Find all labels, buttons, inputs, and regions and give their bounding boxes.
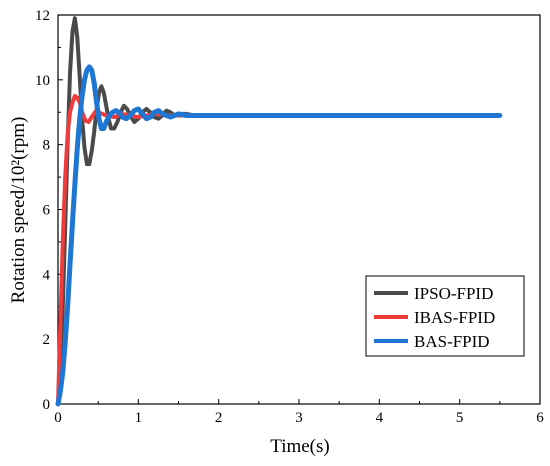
y-tick-label: 10 bbox=[35, 73, 50, 89]
legend-label: BAS-FPID bbox=[414, 332, 490, 351]
x-axis-ticks: 0 1 2 3 4 5 6 bbox=[54, 399, 544, 426]
x-tick-label: 1 bbox=[135, 410, 143, 426]
y-tick-label: 8 bbox=[43, 138, 51, 154]
y-tick-label: 12 bbox=[35, 8, 50, 24]
y-tick-label: 0 bbox=[43, 397, 51, 413]
x-axis-label: Time(s) bbox=[270, 436, 329, 457]
y-axis-ticks: 0 2 4 6 8 10 12 bbox=[35, 8, 63, 413]
legend-label: IPSO-FPID bbox=[414, 284, 493, 303]
legend: IPSO-FPID IBAS-FPID BAS-FPID bbox=[365, 275, 525, 357]
y-tick-label: 2 bbox=[43, 332, 51, 348]
x-tick-label: 4 bbox=[376, 410, 384, 426]
y-axis-label: Rotation speed/10²(rpm) bbox=[8, 117, 29, 304]
x-tick-label: 2 bbox=[215, 410, 223, 426]
legend-label: IBAS-FPID bbox=[414, 308, 495, 327]
y-tick-label: 6 bbox=[43, 203, 51, 219]
series-layer bbox=[55, 16, 503, 407]
x-tick-label: 5 bbox=[456, 410, 464, 426]
series-line-ibas-fpid bbox=[56, 94, 502, 406]
y-tick-label: 4 bbox=[43, 267, 51, 283]
series-line-bas-fpid bbox=[55, 64, 503, 407]
x-tick-label: 3 bbox=[295, 410, 303, 426]
x-tick-label: 6 bbox=[536, 410, 544, 426]
x-tick-label: 0 bbox=[54, 410, 62, 426]
